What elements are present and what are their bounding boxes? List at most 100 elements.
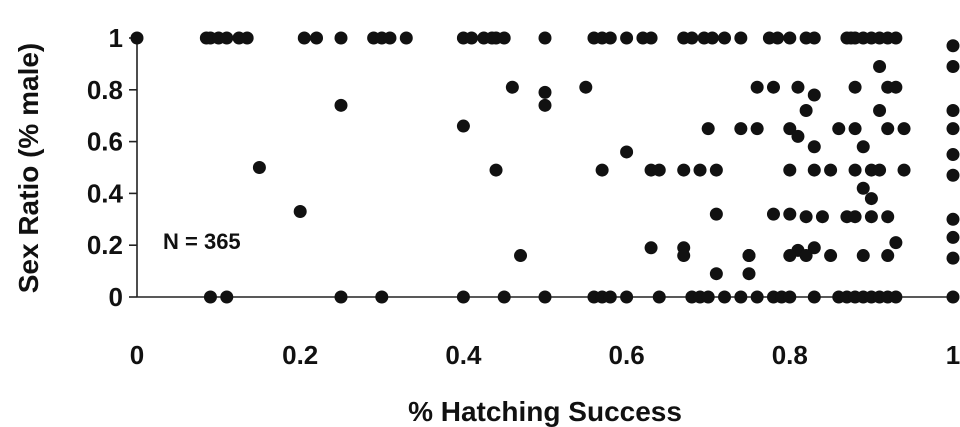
data-point [652,163,666,177]
data-point [334,290,348,304]
data-point [334,31,348,45]
data-point [750,122,764,136]
data-point [766,207,780,221]
data-point [807,290,821,304]
data-point [538,31,552,45]
y-tick-label: 0.2 [87,230,123,260]
data-point [709,163,723,177]
data-point [310,31,324,45]
x-axis-title: % Hatching Success [408,396,682,427]
data-point [946,104,960,118]
data-point [848,122,862,136]
data-point [807,163,821,177]
data-point [799,249,813,263]
data-point [889,236,903,250]
data-point [383,31,397,45]
x-tick-label: 0.6 [609,340,645,370]
y-tick-label: 0.8 [87,75,123,105]
x-ticks: 0 0.2 0.4 0.6 0.8 1 [130,340,960,370]
data-point [130,31,144,45]
data-point [799,104,813,118]
data-point [514,249,528,263]
y-ticks: 0 0.2 0.4 0.6 0.8 1 [87,23,137,312]
data-point [807,241,821,255]
data-point [709,267,723,281]
sample-size-annotation: N = 365 [163,229,241,254]
data-point [946,39,960,53]
data-point [832,122,846,136]
data-point [693,163,707,177]
data-point [685,31,699,45]
data-point [497,290,511,304]
y-tick-label: 1 [109,23,123,53]
data-point [946,122,960,136]
data-point [399,31,413,45]
data-point [734,122,748,136]
data-point [807,88,821,102]
data-point [791,129,805,143]
data-point [946,148,960,162]
data-point [946,251,960,265]
data-point [652,290,666,304]
data-point [505,80,519,94]
data-point [620,145,634,159]
data-point [677,249,691,263]
data-point [946,230,960,244]
data-point [620,31,634,45]
data-point [750,80,764,94]
data-point [603,31,617,45]
data-point [375,290,389,304]
data-point [734,290,748,304]
data-point [595,163,609,177]
data-point [644,31,658,45]
data-point [538,85,552,99]
y-tick-label: 0.6 [87,127,123,157]
x-tick-label: 0.4 [445,340,482,370]
data-point [946,59,960,73]
data-point [456,119,470,133]
data-point [783,207,797,221]
data-point [701,122,715,136]
y-axis-title: Sex Ratio (% male) [13,43,44,294]
data-point [889,31,903,45]
data-point [889,290,903,304]
data-point [791,80,805,94]
data-point [603,290,617,304]
data-point [497,31,511,45]
data-point [677,163,691,177]
data-point [240,31,254,45]
data-point [897,122,911,136]
data-point [489,163,503,177]
data-point [220,290,234,304]
y-tick-label: 0.4 [87,178,124,208]
data-point [203,290,217,304]
data-point [897,163,911,177]
data-point [644,241,658,255]
data-point [873,59,887,73]
data-point [946,168,960,182]
data-point [881,122,895,136]
data-point [856,249,870,263]
data-point [946,290,960,304]
data-point [709,207,723,221]
data-point [799,210,813,224]
data-point [579,80,593,94]
data-point [783,122,797,136]
data-point [864,210,878,224]
data-point [297,31,311,45]
data-point [856,140,870,154]
data-point [771,31,785,45]
data-point [456,290,470,304]
data-point [873,104,887,118]
data-point [750,290,764,304]
data-point [252,161,266,174]
data-point [824,163,838,177]
data-point [848,163,862,177]
data-point [293,205,307,219]
data-point [946,212,960,226]
data-point [848,210,862,224]
data-point [864,192,878,206]
data-point [783,163,797,177]
data-point [881,210,895,224]
